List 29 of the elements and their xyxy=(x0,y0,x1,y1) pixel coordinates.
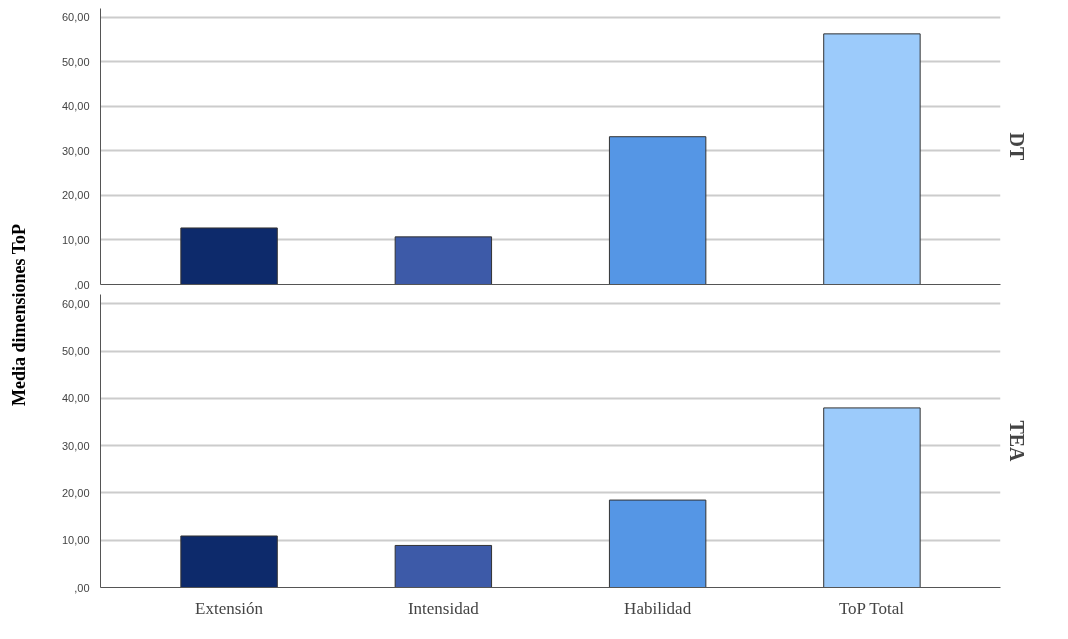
y-tick-label: ,00 xyxy=(74,278,90,291)
text: TEA xyxy=(1005,420,1028,463)
bar xyxy=(394,236,493,285)
y-tick-label: 10,00 xyxy=(61,233,90,246)
bar xyxy=(394,544,493,588)
y-tick-label: 20,00 xyxy=(61,189,90,202)
text: DT xyxy=(1005,132,1028,162)
x-tick-label: Habilidad xyxy=(624,598,692,618)
y-tick-label: 40,00 xyxy=(61,392,90,405)
bar xyxy=(180,227,278,285)
bar xyxy=(608,499,707,588)
y-tick-label: 40,00 xyxy=(61,100,90,113)
x-tick-label: ToP Total xyxy=(838,598,905,618)
x-tick-label: Intensidad xyxy=(407,598,480,618)
bar xyxy=(608,136,707,285)
y-tick-label: 60,00 xyxy=(61,297,90,310)
y-tick-label: 60,00 xyxy=(61,11,90,24)
bar xyxy=(180,535,278,588)
bar xyxy=(823,407,921,588)
y-tick-label: 50,00 xyxy=(61,345,90,358)
y-tick-label: 30,00 xyxy=(61,144,90,157)
y-tick-label: ,00 xyxy=(74,581,90,594)
bar xyxy=(823,33,921,285)
y-tick-label: 20,00 xyxy=(61,486,90,499)
y-tick-label: 10,00 xyxy=(61,534,90,547)
y-tick-label: 30,00 xyxy=(61,439,90,452)
y-axis-title: Media dimensiones ToP xyxy=(8,223,31,407)
y-tick-label: 50,00 xyxy=(61,55,90,68)
x-tick-label: Extensión xyxy=(195,598,264,618)
